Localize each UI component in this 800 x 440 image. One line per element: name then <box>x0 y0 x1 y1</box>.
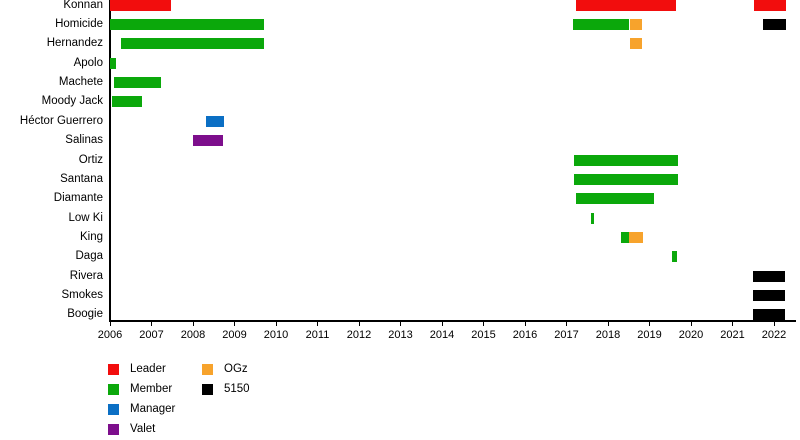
x-tick-2015 <box>483 322 484 326</box>
timeline-bar-konnan-leader <box>110 0 171 11</box>
timeline-bar-homicide-member <box>110 19 264 31</box>
timeline-bar-ortiz-member <box>573 154 679 166</box>
legend-swatch-ogz <box>202 364 213 375</box>
timeline-bar-homicide-member <box>573 19 630 31</box>
row-label-ortiz: Ortiz <box>78 153 103 166</box>
legend-label-5150: 5150 <box>224 383 250 395</box>
x-tick-2008 <box>192 322 194 326</box>
x-tick-label-2019: 2019 <box>637 329 662 341</box>
timeline-bar-homicide-ogz <box>629 19 643 31</box>
x-tick-2010 <box>275 322 277 326</box>
x-tick-label-2011: 2011 <box>305 329 330 341</box>
x-tick-label-2007: 2007 <box>139 329 164 341</box>
timeline-bar-rivera-5150 <box>752 270 786 282</box>
x-tick-label-2006: 2006 <box>97 329 123 341</box>
timeline-bar-h-ctor-guerrero-manager <box>205 115 225 127</box>
row-label-rivera: Rivera <box>69 269 103 282</box>
timeline-bar-low-ki-member <box>590 212 595 224</box>
legend-label-manager: Manager <box>130 403 176 415</box>
legend-swatch-manager <box>108 404 119 415</box>
x-tick-label-2010: 2010 <box>263 329 289 341</box>
x-tick-2007 <box>151 322 152 326</box>
x-tick-label-2014: 2014 <box>429 329 455 341</box>
x-tick-2020 <box>690 322 692 326</box>
legend-label-member: Member <box>130 383 173 395</box>
legend-label-leader: Leader <box>130 363 166 375</box>
x-tick-label-2009: 2009 <box>222 329 247 341</box>
timeline-bar-apolo-member <box>110 57 117 69</box>
legend-label-ogz: OGz <box>224 363 248 375</box>
timeline-bar-machete-member <box>114 77 162 89</box>
timeline-bar-smokes-5150 <box>752 289 786 301</box>
row-label-daga: Daga <box>75 250 104 263</box>
x-tick-label-2013: 2013 <box>388 329 413 341</box>
legend-label-valet: Valet <box>130 423 156 435</box>
x-axis-line <box>109 320 796 322</box>
x-tick-label-2018: 2018 <box>595 329 621 341</box>
x-tick-label-2021: 2021 <box>720 329 745 341</box>
timeline-bar-homicide-5150 <box>762 19 787 31</box>
timeline-bar-boogie-5150 <box>752 309 786 321</box>
row-label-salinas: Salinas <box>65 134 103 147</box>
legend-swatch-member <box>108 384 119 395</box>
legend-swatch-valet <box>108 424 119 435</box>
x-tick-2013 <box>400 322 401 326</box>
row-label-diamante: Diamante <box>53 192 103 205</box>
x-tick-2022 <box>773 322 775 326</box>
timeline-bar-konnan-leader <box>576 0 677 11</box>
x-tick-label-2020: 2020 <box>678 329 704 341</box>
x-tick-label-2022: 2022 <box>761 329 787 341</box>
timeline-bar-king-member <box>620 231 630 243</box>
timeline-bar-santana-member <box>573 173 679 185</box>
row-label-boogie: Boogie <box>67 308 103 321</box>
row-label-smokes: Smokes <box>61 288 103 301</box>
row-label-moody-jack: Moody Jack <box>41 95 103 108</box>
legend-swatch-leader <box>108 364 119 375</box>
row-label-low-ki: Low Ki <box>68 211 103 224</box>
x-tick-label-2012: 2012 <box>346 329 372 341</box>
timeline-bar-diamante-member <box>576 193 655 205</box>
row-label-machete: Machete <box>58 76 103 89</box>
x-tick-2014 <box>441 322 443 326</box>
row-label-konnan: Konnan <box>63 0 103 11</box>
row-label-homicide: Homicide <box>55 18 103 31</box>
x-tick-2019 <box>649 322 650 326</box>
timeline-bar-daga-member <box>671 251 677 263</box>
timeline-bar-salinas-valet <box>193 135 223 147</box>
row-label-h-ctor-guerrero: Héctor Guerrero <box>19 114 103 127</box>
x-tick-label-2015: 2015 <box>471 329 496 341</box>
x-tick-label-2017: 2017 <box>554 329 579 341</box>
row-label-king: King <box>79 230 103 243</box>
y-axis-line <box>109 0 111 322</box>
x-tick-2006 <box>109 322 111 326</box>
x-tick-2011 <box>317 322 318 326</box>
x-tick-2009 <box>234 322 235 326</box>
row-label-apolo: Apolo <box>73 56 103 69</box>
row-label-hernandez: Hernandez <box>46 37 103 50</box>
legend-swatch-5150 <box>202 384 213 395</box>
timeline-bar-konnan-leader <box>754 0 787 11</box>
timeline-bar-hernandez-ogz <box>629 38 643 50</box>
x-tick-label-2016: 2016 <box>512 329 538 341</box>
x-tick-2012 <box>358 322 360 326</box>
x-tick-2018 <box>607 322 609 326</box>
timeline-bar-moody-jack-member <box>112 96 142 108</box>
timeline-bar-king-ogz <box>629 231 643 243</box>
x-tick-2016 <box>524 322 526 326</box>
x-tick-2017 <box>566 322 567 326</box>
timeline-bar-hernandez-member <box>121 38 264 50</box>
x-tick-label-2008: 2008 <box>180 329 206 341</box>
x-tick-2021 <box>732 322 733 326</box>
row-label-santana: Santana <box>60 172 103 185</box>
